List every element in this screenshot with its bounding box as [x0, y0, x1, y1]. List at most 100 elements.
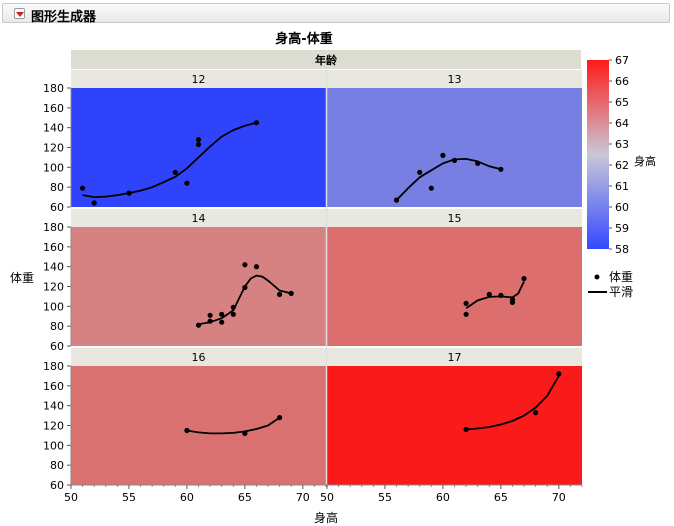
data-point: [288, 290, 294, 296]
data-point: [230, 311, 236, 317]
y-tick-label: 120: [43, 281, 64, 294]
data-point: [277, 291, 283, 297]
colorbar-tick-label: 62: [615, 159, 629, 172]
data-point: [417, 169, 423, 175]
x-tick-label: 60: [436, 491, 450, 504]
data-point: [463, 300, 469, 306]
data-point: [253, 264, 260, 270]
y-tick-label: 60: [50, 201, 64, 214]
panel-background: [327, 366, 582, 485]
data-point: [195, 141, 202, 148]
data-point: [486, 291, 492, 297]
smoother-line: [186, 416, 281, 435]
data-point: [475, 160, 481, 166]
smoother-line: [82, 121, 257, 198]
y-tick-label: 100: [43, 439, 64, 452]
panel-17: 17: [327, 348, 582, 485]
data-point: [277, 415, 283, 421]
panel-age-label: 13: [448, 73, 462, 86]
y-tick-label: 80: [50, 181, 64, 194]
data-point: [219, 311, 225, 317]
panel-strip: [71, 70, 326, 88]
colorbar-tick-label: 61: [615, 180, 629, 193]
panel-background: [71, 366, 326, 485]
y-tick-label: 80: [50, 320, 64, 333]
panel-background: [71, 88, 326, 207]
colorbar-tick-label: 65: [615, 96, 629, 109]
panel-age-label: 17: [448, 351, 462, 364]
panel-background: [71, 227, 326, 346]
color-scale: 58 59 60 61 62 63 64 65 66 67 身高: [587, 54, 656, 256]
axes: 60 80 100 120 140 160 180 60 80 100 120 140 160 180 60…: [43, 70, 583, 504]
y-tick-label: 180: [43, 360, 64, 373]
x-tick-label: 50: [64, 491, 78, 504]
panel-age-label: 16: [192, 351, 206, 364]
x-tick-label: 60: [180, 491, 194, 504]
colorbar-label: 身高: [634, 154, 656, 168]
data-point: [451, 157, 458, 163]
panel-age-label: 12: [192, 73, 206, 86]
data-point: [242, 430, 248, 436]
data-point: [498, 292, 504, 298]
data-point: [440, 152, 446, 158]
x-tick-label: 65: [238, 491, 252, 504]
panel-strip: [71, 209, 326, 227]
x-tick-label: 65: [494, 491, 508, 504]
legend-line-label: 平滑: [609, 285, 633, 299]
panel-strip: [327, 70, 582, 88]
y-tick-label: 160: [43, 380, 64, 393]
x-tick-label: 70: [296, 491, 310, 504]
panels: 12 13 14 15 16 17: [71, 70, 582, 485]
data-point: [242, 284, 248, 291]
data-point: [207, 312, 213, 318]
data-point: [533, 410, 539, 416]
y-tick-label: 60: [50, 340, 64, 353]
panel-strip: [327, 209, 582, 227]
data-point: [242, 262, 248, 268]
y-tick-label: 100: [43, 300, 64, 313]
data-point: [91, 200, 97, 206]
data-point: [463, 311, 469, 317]
colorbar-tick-label: 63: [615, 138, 629, 151]
legend-marker-dot: [594, 274, 600, 280]
data-point: [463, 426, 469, 433]
x-tick-label: 50: [320, 491, 334, 504]
panel-13: 13: [327, 70, 582, 207]
disclosure-menu-icon[interactable]: [14, 8, 25, 19]
group-label: 年龄: [315, 53, 338, 67]
data-point: [498, 166, 504, 172]
panel-strip: [327, 348, 582, 366]
data-point: [509, 296, 516, 302]
colorbar-rect: [587, 60, 609, 249]
y-tick-label: 180: [43, 82, 64, 95]
data-point: [230, 304, 236, 310]
y-tick-label: 80: [50, 459, 64, 472]
data-point: [207, 318, 213, 324]
data-point: [556, 371, 562, 377]
colorbar-tick-label: 67: [615, 54, 629, 67]
panel-15: 15: [327, 209, 582, 346]
panel-16: 16: [71, 348, 326, 485]
legend: 体重 平滑: [588, 270, 633, 299]
data-point: [184, 180, 190, 186]
colorbar-tick-label: 64: [615, 117, 629, 130]
colorbar-tick-label: 58: [615, 243, 629, 256]
data-point: [253, 120, 260, 126]
data-point: [195, 137, 202, 143]
panel-background: [327, 88, 582, 207]
chart-title: 身高-体重: [275, 31, 332, 47]
group-header-box: [71, 50, 581, 69]
data-point: [428, 185, 434, 191]
data-point: [172, 169, 178, 175]
panel-age-label: 14: [192, 212, 206, 225]
data-point: [393, 197, 400, 203]
y-tick-label: 120: [43, 142, 64, 155]
y-tick-label: 120: [43, 420, 64, 433]
smoother-line: [198, 274, 292, 326]
y-tick-label: 100: [43, 161, 64, 174]
x-axis-label: 身高: [314, 510, 338, 525]
x-tick-label: 55: [122, 491, 136, 504]
y-tick-label: 180: [43, 221, 64, 234]
y-tick-label: 140: [43, 400, 64, 413]
